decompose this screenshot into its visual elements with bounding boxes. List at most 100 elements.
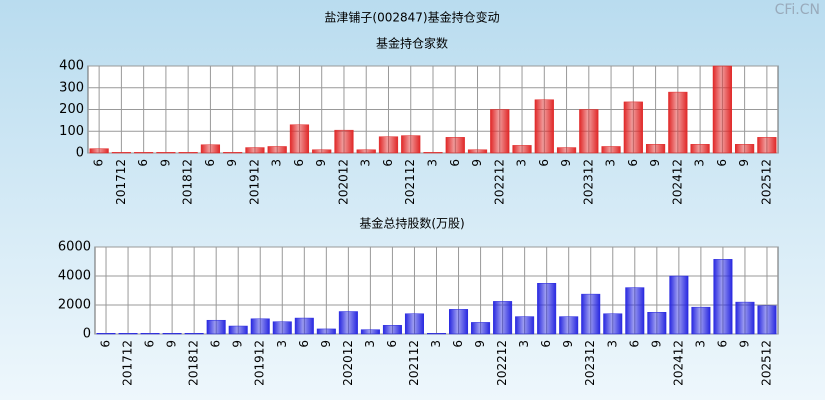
x-tick-label: 9 — [225, 159, 239, 167]
x-tick-label: 6 — [539, 340, 553, 348]
bar — [647, 312, 667, 335]
bar — [713, 259, 733, 335]
x-tick-label: 3 — [693, 159, 707, 167]
y-tick-label: 2000 — [58, 298, 91, 313]
x-tick-label: 202212 — [495, 340, 509, 386]
x-tick-label: 6 — [715, 159, 729, 167]
bar — [156, 152, 176, 154]
x-tick-label: 3 — [693, 340, 707, 348]
x-tick-label: 9 — [314, 159, 328, 167]
bar — [449, 309, 469, 335]
bar — [712, 65, 732, 154]
x-tick-label: 3 — [517, 340, 531, 348]
bar — [690, 144, 710, 154]
bar — [490, 109, 510, 154]
y-tick-label: 4000 — [58, 269, 91, 284]
bar — [559, 316, 579, 335]
x-tick-label: 201912 — [247, 159, 261, 205]
bar — [579, 109, 599, 154]
x-tick-label: 6 — [143, 340, 157, 348]
bar — [200, 144, 221, 154]
bar — [96, 333, 116, 335]
bar — [245, 147, 265, 154]
x-tick-label: 9 — [319, 340, 333, 348]
bar — [267, 146, 287, 154]
chart-title: 基金总持股数(万股) — [359, 216, 464, 231]
bar — [471, 322, 491, 335]
x-tick-label: 9 — [561, 340, 575, 348]
x-tick-label: 6 — [448, 159, 462, 167]
x-tick-label: 3 — [515, 159, 529, 167]
x-tick-label: 6 — [297, 340, 311, 348]
bar — [223, 152, 243, 154]
x-tick-label: 202412 — [671, 340, 685, 386]
x-tick-label: 9 — [649, 340, 663, 348]
bar — [140, 333, 160, 335]
bar — [338, 311, 358, 335]
bar — [228, 325, 248, 335]
x-tick-label: 3 — [429, 340, 443, 348]
x-tick-label: 9 — [737, 340, 751, 348]
bar — [289, 124, 310, 154]
x-tick-label: 3 — [275, 340, 289, 348]
x-tick-label: 6 — [451, 340, 465, 348]
bar — [89, 148, 109, 154]
bar — [669, 275, 689, 335]
x-tick-label: 6 — [203, 159, 217, 167]
x-tick-label: 6 — [626, 159, 640, 167]
x-tick-label: 6 — [627, 340, 641, 348]
bar — [111, 152, 131, 154]
x-tick-label: 9 — [648, 159, 662, 167]
bar — [601, 146, 621, 154]
x-tick-label: 6 — [99, 340, 113, 348]
x-tick-label: 201812 — [187, 340, 201, 386]
y-tick-label: 300 — [59, 80, 84, 95]
bar — [625, 287, 645, 335]
bar — [316, 328, 336, 335]
x-tick-label: 9 — [158, 159, 172, 167]
page-title: 盐津铺子(002847)基金持仓变动 — [324, 10, 499, 25]
bar — [178, 152, 198, 154]
x-tick-label: 6 — [715, 340, 729, 348]
y-tick-label: 400 — [59, 59, 84, 74]
x-tick-label: 9 — [231, 340, 245, 348]
x-tick-label: 6 — [292, 159, 306, 167]
x-tick-label: 9 — [165, 340, 179, 348]
bar — [312, 149, 332, 154]
y-tick-label: 200 — [59, 102, 84, 117]
x-tick-label: 202312 — [583, 340, 597, 386]
bar — [556, 147, 577, 154]
x-tick-label: 3 — [270, 159, 284, 167]
bar — [134, 152, 154, 154]
x-tick-label: 201912 — [253, 340, 267, 386]
bar — [382, 325, 402, 335]
bar — [162, 333, 182, 335]
chart-title: 基金持仓家数 — [376, 36, 448, 51]
bar — [445, 137, 465, 154]
x-tick-label: 9 — [473, 340, 487, 348]
x-tick-label: 202512 — [759, 159, 773, 205]
bar — [603, 313, 623, 335]
bar — [294, 317, 314, 335]
watermark: CFi.CN — [775, 2, 820, 18]
bar — [534, 99, 554, 154]
bar — [623, 101, 643, 154]
x-tick-label: 6 — [136, 159, 150, 167]
y-tick-label: 6000 — [58, 240, 91, 255]
bar — [668, 91, 688, 154]
bar — [512, 145, 532, 154]
x-tick-label: 202512 — [759, 340, 773, 386]
x-tick-label: 202212 — [492, 159, 506, 205]
y-tick-label: 0 — [76, 146, 84, 161]
bar — [356, 149, 376, 154]
x-tick-label: 6 — [209, 340, 223, 348]
bar — [334, 129, 354, 154]
bar — [250, 318, 270, 335]
y-tick-label: 100 — [59, 124, 84, 139]
x-tick-label: 201712 — [121, 340, 135, 386]
x-tick-label: 6 — [537, 159, 551, 167]
bar — [645, 144, 666, 154]
bar — [272, 321, 292, 335]
x-tick-label: 202112 — [407, 340, 421, 386]
x-tick-label: 6 — [92, 159, 106, 167]
